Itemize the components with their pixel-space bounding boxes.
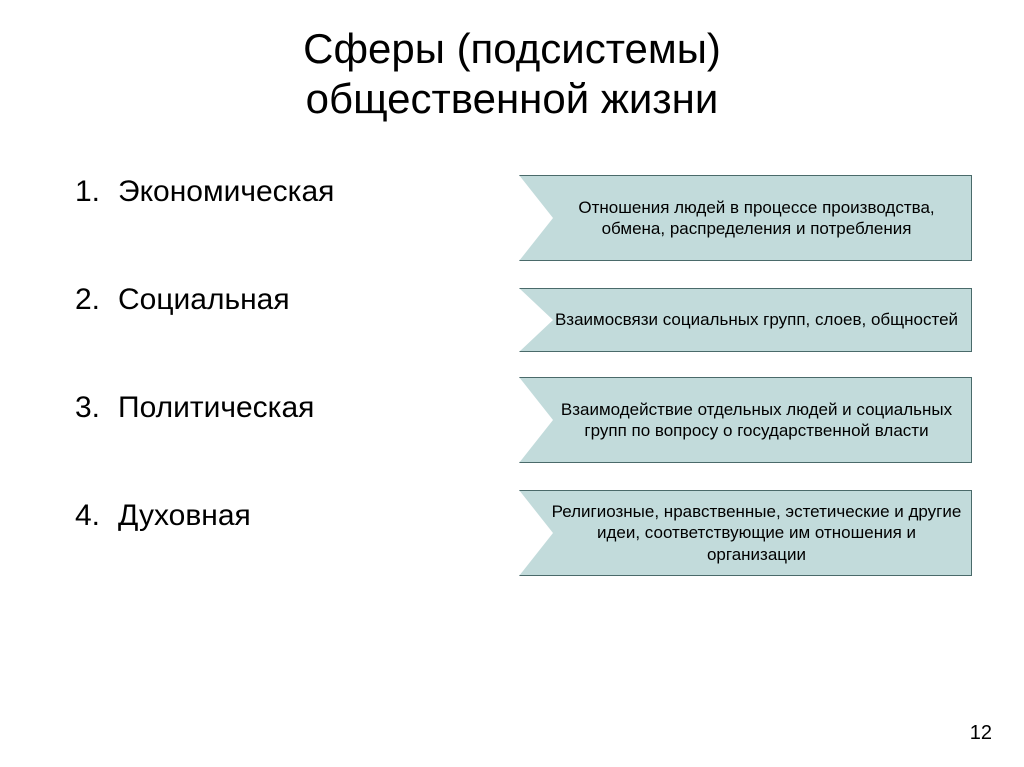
sphere-list-item: 1. Экономическая	[56, 175, 334, 209]
sphere-list: 1. Экономическая 2. Социальная 3. Политическа…	[56, 175, 334, 533]
callout-arrow: Отношения людей в процессе производства,…	[519, 175, 972, 261]
list-number: 4.	[56, 499, 100, 533]
page-number: 12	[970, 722, 992, 745]
list-label: Социальная	[118, 283, 290, 317]
callout-arrow: Взаимосвязи социальных групп, слоев, общ…	[519, 288, 972, 352]
sphere-list-item: 2. Социальная	[56, 283, 334, 317]
list-label: Экономическая	[118, 175, 334, 209]
callout-arrow: Религиозные, нравственные, эстетические …	[519, 490, 972, 576]
callout-text: Взаимодействие отдельных людей и социаль…	[550, 399, 963, 442]
list-number: 2.	[56, 283, 100, 317]
list-label: Политическая	[118, 391, 314, 425]
callout-text: Взаимосвязи социальных групп, слоев, общ…	[555, 309, 958, 330]
callout-text: Религиозные, нравственные, эстетические …	[550, 501, 963, 565]
callout-text: Отношения людей в процессе производства,…	[550, 197, 963, 240]
title-line-2: общественной жизни	[0, 74, 1024, 124]
list-number: 3.	[56, 391, 100, 425]
sphere-list-item: 3. Политическая	[56, 391, 334, 425]
sphere-list-item: 4. Духовная	[56, 499, 334, 533]
list-label: Духовная	[118, 499, 251, 533]
list-number: 1.	[56, 175, 100, 209]
slide-title: Сферы (подсистемы) общественной жизни	[0, 24, 1024, 125]
title-line-1: Сферы (подсистемы)	[0, 24, 1024, 74]
callout-arrow: Взаимодействие отдельных людей и социаль…	[519, 377, 972, 463]
